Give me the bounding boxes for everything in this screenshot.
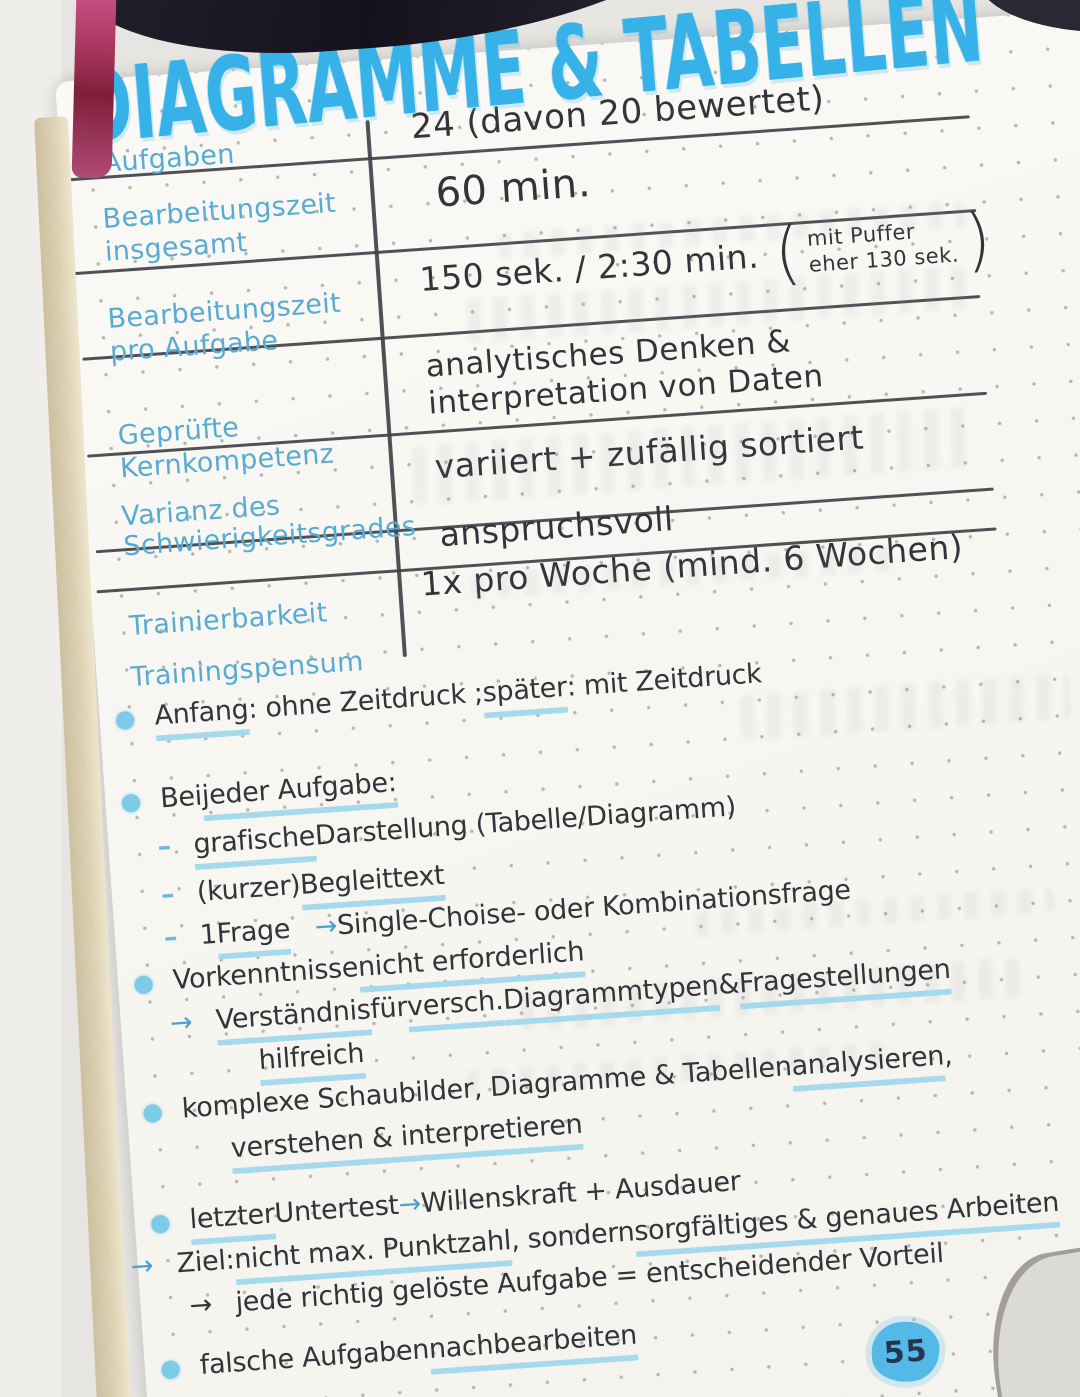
notebook-page: DIAGRAMME & TABELLEN Aufgaben Bearbeitun…: [55, 0, 1080, 1397]
bullet-dot-icon: ●: [132, 968, 155, 998]
table-row-label: Bearbeitungszeit pro Aufgabe: [106, 287, 342, 368]
note-text: : mit Zeitdruck: [565, 658, 763, 703]
note-text: versch.: [405, 983, 505, 1033]
note-text: Bei: [159, 780, 203, 815]
note-text: →: [313, 910, 339, 943]
note-text: Anfang: [153, 692, 251, 742]
dash-icon: –: [159, 878, 176, 911]
note-text: nachbearbeiten: [427, 1317, 639, 1375]
pink-bookmark: [71, 0, 117, 179]
note-text: letzter: [188, 1196, 277, 1246]
note-text: Untertest: [273, 1189, 400, 1230]
notes-list: ● Anfang: ohne Zeitdruck ; später: mit Ze…: [113, 627, 1080, 1394]
arrow-icon: →: [168, 1006, 194, 1040]
note-text: ,: [942, 1039, 954, 1072]
bullet-dot-icon: ●: [148, 1207, 172, 1238]
dash-icon: –: [162, 921, 179, 954]
page-number: 55: [882, 1332, 929, 1371]
arrow-icon: →: [188, 1289, 214, 1322]
bullet-dot-icon: ●: [141, 1097, 164, 1127]
close-paren: ): [962, 198, 994, 281]
table-divider-line: [365, 120, 407, 658]
note-text: falsche Aufgaben: [198, 1334, 431, 1381]
table-row-value: anspruchsvoll: [438, 498, 675, 555]
arrow-icon: →: [129, 1250, 155, 1283]
note-text: &: [717, 968, 741, 1001]
bleed-through-text: [411, 406, 975, 506]
note-text: [289, 910, 316, 947]
note-text: Frage: [215, 911, 292, 960]
table-row-label: Trainierbarkeit: [128, 597, 329, 643]
note-text: jeder Aufgabe:: [200, 764, 399, 822]
bullet-dot-icon: ●: [119, 786, 142, 817]
table-row-value: 60 min.: [434, 159, 593, 217]
note-text: , sondern: [509, 1216, 636, 1256]
table-row-label: Varianz des Schwierigkeitsgrades: [120, 490, 418, 563]
note-text: (kurzer): [195, 869, 302, 909]
table-row-label: Geprüfte Kernkompetenz: [116, 412, 336, 485]
note-text: hilfreich: [257, 1035, 366, 1087]
bullet-dot-icon: ●: [159, 1353, 182, 1383]
note-text: grafische: [192, 818, 317, 871]
bullet-dot-icon: ●: [113, 703, 137, 734]
note-text: später: [481, 669, 569, 719]
note-text: Ziel:: [175, 1244, 236, 1280]
note-text: für: [369, 991, 409, 1026]
note-text: →: [397, 1188, 422, 1221]
dash-icon: –: [156, 830, 172, 863]
